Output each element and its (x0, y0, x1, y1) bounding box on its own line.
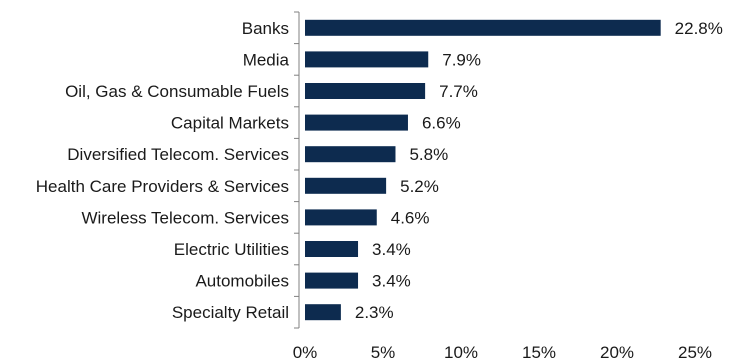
x-tick-label: 20% (600, 343, 634, 361)
bar (305, 51, 429, 68)
x-tick-label: 10% (444, 343, 478, 361)
value-label: 3.4% (372, 240, 411, 259)
bar (305, 304, 341, 321)
category-label: Media (243, 50, 290, 69)
value-label: 22.8% (675, 19, 723, 38)
bar (305, 83, 426, 99)
x-tick-labels: 0% 5% 10% 15% 20% 25% (293, 343, 712, 361)
category-label: Wireless Telecom. Services (81, 208, 289, 227)
bars-layer (305, 19, 661, 321)
value-label: 5.8% (409, 145, 448, 164)
x-tick-label: 5% (371, 343, 396, 361)
category-label: Banks (242, 19, 289, 38)
value-label: 6.6% (422, 114, 461, 133)
category-label: Health Care Providers & Services (36, 177, 289, 196)
category-label: Oil, Gas & Consumable Fuels (65, 82, 289, 101)
value-label: 2.3% (355, 303, 394, 322)
x-tick-label: 15% (522, 343, 556, 361)
category-label: Automobiles (195, 272, 289, 291)
category-labels: Banks Media Oil, Gas & Consumable Fuels Cap… (36, 19, 290, 322)
bar (305, 272, 359, 289)
value-label: 4.6% (391, 208, 430, 227)
bar (305, 19, 661, 36)
category-label: Diversified Telecom. Services (67, 145, 289, 164)
bar (305, 146, 396, 163)
y-axis (294, 11, 300, 329)
category-label: Electric Utilities (174, 240, 289, 259)
bar (305, 241, 359, 257)
x-tick-label: 25% (678, 343, 712, 361)
category-label: Specialty Retail (172, 303, 289, 322)
value-labels: 22.8% 7.9% 7.7% 6.6% 5.8% 5.2% 4.6% 3.4% 3.4% 2.3… (355, 19, 723, 322)
value-label: 5.2% (400, 177, 439, 196)
bar (305, 114, 408, 131)
bar (305, 177, 387, 194)
value-label: 7.9% (442, 50, 481, 69)
value-label: 7.7% (439, 82, 478, 101)
value-label: 3.4% (372, 272, 411, 291)
bar (305, 209, 377, 226)
x-tick-label: 0% (293, 343, 318, 361)
category-label: Capital Markets (171, 114, 289, 133)
